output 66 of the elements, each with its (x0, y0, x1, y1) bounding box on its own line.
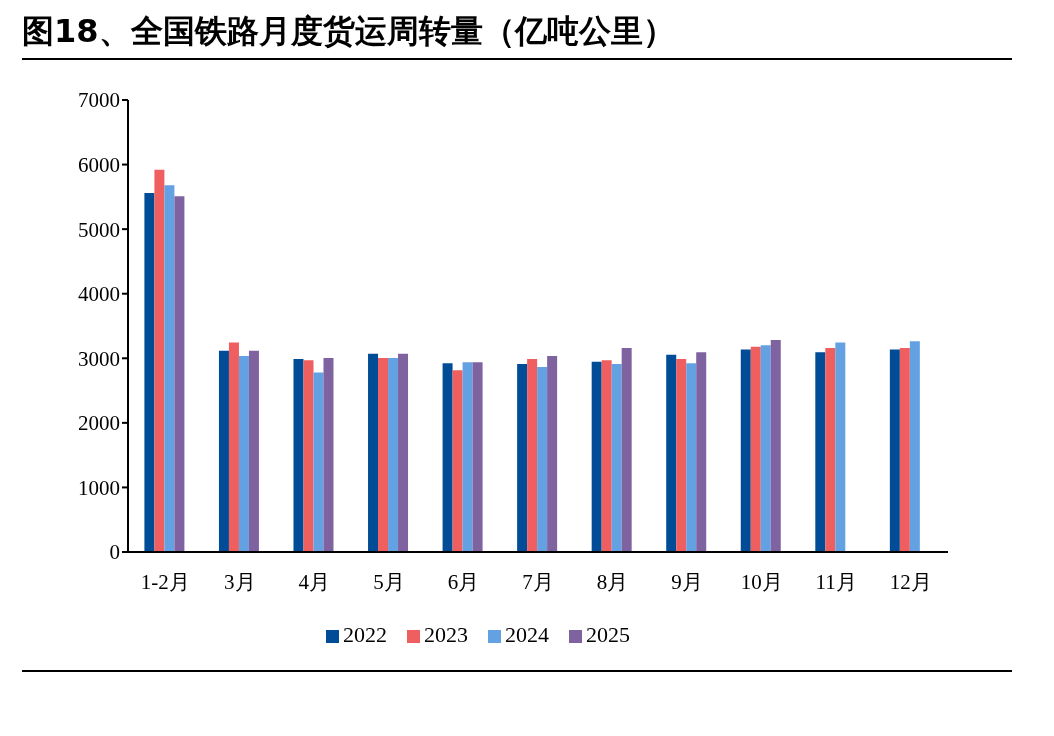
bar (835, 342, 846, 552)
legend-label: 2024 (505, 622, 549, 647)
bar (899, 347, 910, 552)
bar (770, 339, 781, 552)
bar (388, 357, 399, 552)
x-tick-label: 7月 (522, 569, 554, 594)
legend-label: 2022 (343, 622, 387, 647)
bar (144, 192, 155, 552)
bar (248, 350, 259, 552)
bar (472, 362, 483, 552)
bar (666, 354, 677, 552)
bar (815, 352, 826, 552)
x-tick-label: 6月 (447, 569, 480, 594)
bar (591, 361, 602, 552)
x-tick-label: 11月 (815, 569, 857, 594)
bar (621, 347, 632, 552)
bar (527, 358, 538, 552)
y-tick-label: 5000 (78, 217, 120, 242)
x-tick-label: 5月 (373, 569, 405, 594)
y-tick-label: 6000 (78, 153, 120, 178)
bar (462, 362, 473, 552)
y-tick-label: 4000 (78, 282, 120, 307)
bar (825, 347, 836, 552)
x-tick-label: 9月 (671, 569, 703, 594)
bar (293, 358, 304, 552)
bar (452, 370, 463, 552)
y-tick-label: 1000 (78, 475, 120, 500)
bar (909, 341, 920, 552)
bar (611, 364, 622, 552)
bar (228, 342, 239, 552)
bar (174, 196, 185, 552)
bar (517, 364, 528, 552)
x-tick-label: 12月 (889, 569, 932, 594)
x-tick-label: 4月 (298, 569, 331, 594)
legend-label: 2025 (586, 622, 630, 647)
bar (547, 356, 558, 552)
y-tick-label: 2000 (78, 411, 120, 436)
bar (740, 349, 751, 552)
chart-title: 图18、全国铁路月度货运周转量（亿吨公里） (22, 11, 675, 52)
bar (378, 357, 389, 552)
bar (303, 360, 314, 552)
x-tick-label: 3月 (224, 569, 256, 594)
bar (889, 349, 900, 552)
bar (218, 350, 229, 552)
bar (686, 363, 697, 552)
bar (238, 356, 249, 552)
y-tick-label: 3000 (78, 346, 120, 371)
bar (398, 353, 409, 552)
x-tick-label: 1-2月 (140, 569, 190, 594)
bar (601, 360, 612, 552)
x-tick-label: 8月 (596, 569, 629, 594)
y-tick-label: 0 (109, 540, 120, 565)
bar (537, 367, 548, 552)
x-tick-label: 10月 (740, 569, 783, 594)
bar (164, 185, 175, 552)
bar (323, 357, 334, 552)
bar (154, 169, 165, 552)
bar (442, 363, 453, 552)
bar (760, 345, 771, 552)
bar (676, 358, 687, 552)
bar (313, 372, 324, 552)
bar (368, 353, 379, 552)
bar (750, 346, 761, 552)
y-tick-label: 7000 (78, 88, 120, 113)
bar (696, 352, 707, 552)
legend-label: 2023 (424, 622, 468, 647)
